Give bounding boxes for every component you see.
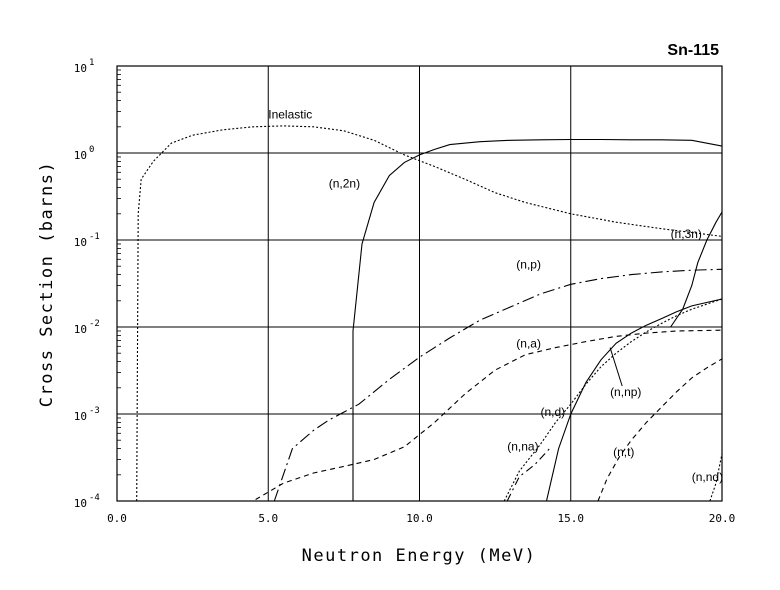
y-tick-label: 10 -1 — [74, 232, 100, 249]
series-label: (n,3n) — [671, 227, 702, 241]
svg-text:-1: -1 — [89, 232, 100, 242]
series-line — [506, 448, 551, 502]
svg-text:10: 10 — [74, 323, 87, 336]
y-tick-label: 10 -3 — [74, 406, 100, 423]
series-label: (n,np) — [610, 385, 641, 399]
series-line — [503, 298, 723, 502]
data-curves — [136, 125, 723, 502]
y-tick-label: 10 0 — [74, 145, 95, 162]
series-line — [597, 358, 723, 502]
svg-text:1: 1 — [89, 58, 94, 68]
series-line — [273, 268, 723, 502]
series-line — [545, 298, 723, 502]
svg-text:10: 10 — [74, 62, 87, 75]
svg-text:-4: -4 — [89, 493, 100, 503]
y-tick-label: 10 -4 — [74, 493, 100, 510]
plot-frame — [116, 65, 723, 502]
series-line — [352, 138, 723, 501]
x-tick-label: 0.0 — [107, 512, 127, 525]
x-tick-label: 5.0 — [258, 512, 278, 525]
series-label: Inelastic — [268, 107, 312, 121]
series-label: (n,nd) — [692, 470, 723, 484]
series-label: (n,2n) — [329, 177, 360, 191]
y-tick-label: 10 -2 — [74, 319, 100, 336]
series-line — [136, 125, 723, 502]
svg-text:0: 0 — [89, 145, 94, 155]
svg-text:-3: -3 — [89, 406, 100, 416]
y-axis-label: Cross Section (barns) — [37, 161, 57, 407]
series-label: (n,p) — [516, 258, 541, 272]
svg-text:10: 10 — [74, 410, 87, 423]
chart-title: Sn-115 — [667, 42, 719, 59]
series-label: (n,na) — [507, 440, 538, 454]
series-label: (n,t) — [613, 445, 634, 459]
y-tick-label: 10 1 — [74, 58, 95, 75]
svg-text:-2: -2 — [89, 319, 100, 329]
svg-text:10: 10 — [74, 236, 87, 249]
x-tick-label: 10.0 — [406, 512, 433, 525]
x-tick-label: 20.0 — [709, 512, 736, 525]
grid-lines — [117, 66, 722, 501]
curve-labels: Inelastic (n,2n) (n,3n) (n,p) (n,a) (n,d) (n,n… — [268, 107, 723, 484]
x-axis-label: Neutron Energy (MeV) — [302, 546, 537, 566]
x-tick-label: 15.0 — [558, 512, 585, 525]
series-line — [238, 329, 723, 502]
label-leader-line — [609, 347, 623, 387]
svg-text:10: 10 — [74, 497, 87, 510]
svg-text:10: 10 — [74, 149, 87, 162]
series-label: (n,a) — [516, 337, 541, 351]
series-label: (n,d) — [541, 405, 566, 419]
